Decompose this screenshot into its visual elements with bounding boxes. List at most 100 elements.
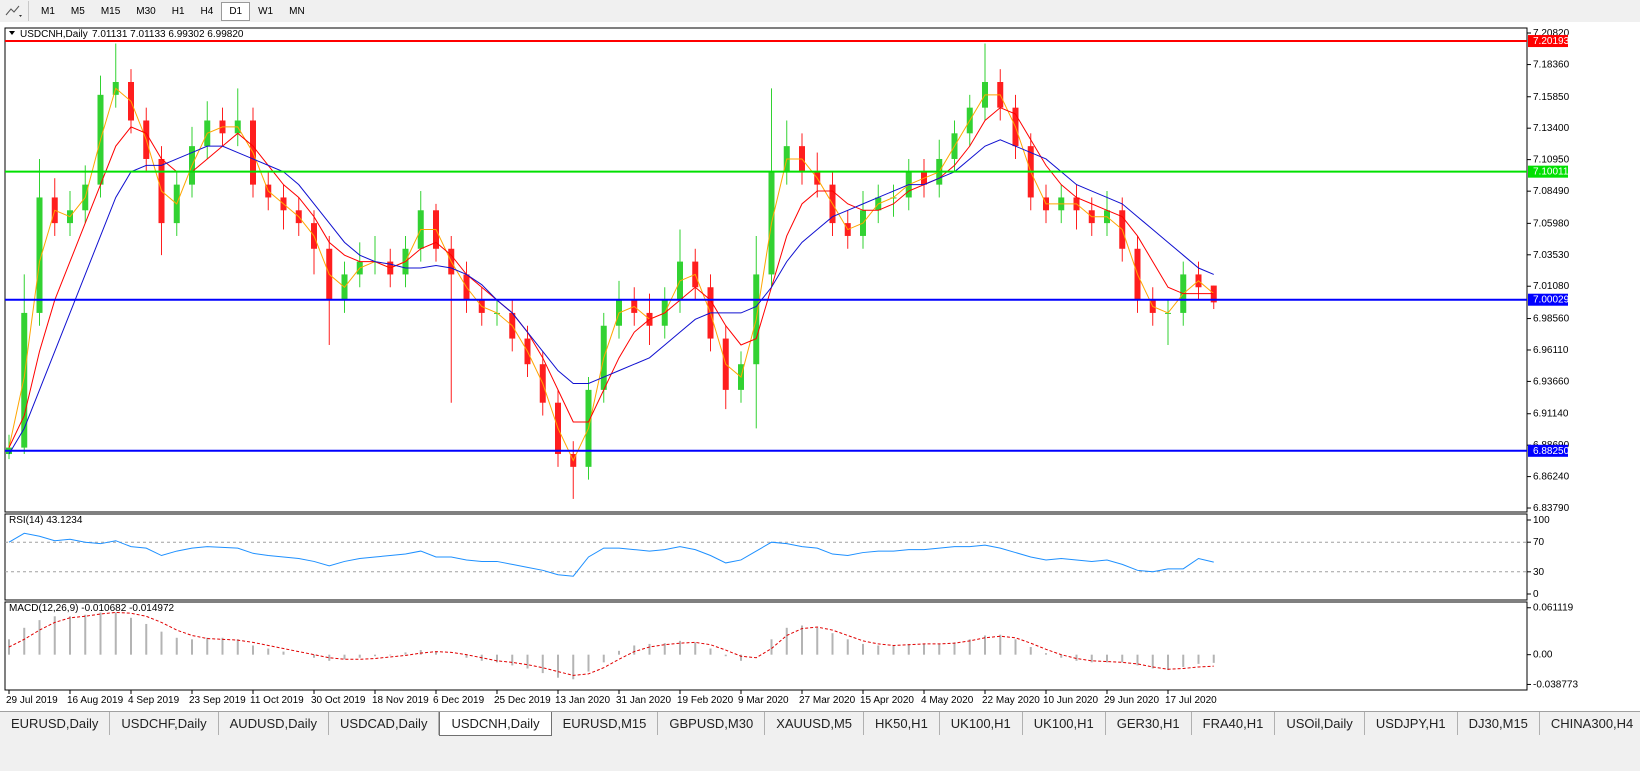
chart-title: USDCNH,Daily	[20, 29, 88, 40]
y-tick-label: -0.038773	[1533, 679, 1578, 690]
line-price-box	[1528, 444, 1568, 457]
macd-bar	[99, 612, 102, 655]
macd-bar	[1197, 654, 1200, 664]
price-header: 7.01131 7.01133 6.99302 6.99820	[92, 29, 244, 40]
macd-bar	[160, 631, 163, 655]
macd-bar	[953, 642, 956, 655]
macd-bar	[663, 643, 666, 655]
chart-tab[interactable]: USDJPY,H1	[1365, 712, 1458, 735]
toolbar-icon[interactable]	[2, 1, 29, 21]
chart-tab[interactable]: USDCNH,Daily	[439, 712, 552, 736]
line-price-box	[1528, 35, 1568, 48]
panel-frame	[4, 513, 1528, 601]
macd-bar	[694, 642, 697, 655]
macd-bar	[53, 616, 56, 655]
chart-tab[interactable]: EURUSD,M15	[552, 712, 659, 735]
macd-bar	[1045, 653, 1047, 655]
macd-bar	[435, 651, 437, 655]
chart-tab[interactable]: HK50,H1	[864, 712, 940, 735]
indicator-title: RSI(14) 43.1234	[9, 515, 83, 526]
icon-line	[5, 5, 20, 16]
y-tick-label: 30	[1533, 567, 1545, 578]
chart-tab[interactable]: USDCAD,Daily	[329, 712, 440, 735]
x-tick-label: 11 Oct 2019	[250, 695, 304, 706]
macd-bar	[541, 654, 544, 674]
macd-bar	[465, 654, 468, 658]
chart-tab[interactable]: USDCHF,Daily	[110, 712, 219, 735]
macd-bar	[770, 639, 773, 655]
macd-bar	[1136, 654, 1139, 666]
macd-bar	[84, 614, 87, 655]
macd-bar	[221, 637, 224, 655]
chart-tab[interactable]: AUDUSD,Daily	[219, 712, 330, 735]
x-tick-label: 6 Dec 2019	[433, 695, 485, 706]
chart-tab[interactable]: UK100,H1	[1023, 712, 1106, 735]
macd-bar	[938, 643, 941, 655]
macd-bar	[1151, 654, 1154, 669]
title-arrow	[9, 31, 15, 35]
macd-bar	[191, 639, 193, 655]
chart-tab[interactable]: FRA40,H1	[1192, 712, 1276, 735]
macd-bar	[846, 639, 849, 655]
macd-bar	[23, 627, 26, 655]
macd-bar	[511, 654, 514, 666]
timeframe-button[interactable]: W1	[258, 5, 274, 17]
y-tick-label: 6.83790	[1533, 503, 1570, 514]
chart-tab[interactable]: DJ30,M15	[1458, 712, 1540, 735]
y-tick-label: 70	[1533, 537, 1545, 548]
y-tick-label: 7.03530	[1533, 250, 1570, 261]
y-tick-label: 7.10950	[1533, 155, 1570, 166]
x-tick-label: 19 Feb 2020	[677, 695, 734, 706]
chart-tab[interactable]: EURUSD,Daily	[0, 712, 111, 735]
icon-arrow	[19, 15, 22, 17]
timeframe-button[interactable]: MN	[289, 5, 305, 17]
line-price-label: 6.88250	[1533, 446, 1570, 457]
y-tick-label: 7.01080	[1533, 281, 1570, 292]
macd-bar	[1167, 654, 1169, 671]
timeframe-button[interactable]: M15	[100, 5, 121, 17]
chart-tabs: EURUSD,Daily USDCHF,Daily AUDUSD,Daily USDC…	[0, 711, 1640, 736]
line-price-label: 7.00029	[1533, 295, 1570, 306]
macd-bar	[252, 645, 254, 655]
y-tick-label: 7.08490	[1533, 186, 1570, 197]
macd-bar	[496, 654, 498, 663]
macd-bar	[724, 654, 727, 657]
x-tick-label: 4 May 2020	[921, 695, 974, 706]
y-tick-label: 0.00	[1533, 650, 1553, 661]
chart-tab[interactable]: USOil,Daily	[1275, 712, 1365, 735]
macd-bar	[557, 654, 559, 678]
x-tick-label: 30 Oct 2019	[311, 695, 366, 706]
line-price-label: 7.20193	[1533, 36, 1570, 47]
macd-bar	[206, 637, 209, 655]
y-tick-label: 6.93660	[1533, 376, 1570, 387]
macd-bar	[175, 637, 178, 655]
macd-bar	[968, 639, 971, 655]
x-tick-label: 22 May 2020	[982, 695, 1040, 706]
macd-bar	[374, 654, 376, 657]
macd-bar	[38, 620, 41, 655]
timeframe-button[interactable]: D1	[221, 1, 251, 21]
macd-bar	[801, 625, 803, 655]
timeframe-button[interactable]: M1	[41, 5, 55, 17]
y-tick-label: 7.15850	[1533, 92, 1570, 103]
macd-bar	[267, 648, 270, 655]
chart-tab[interactable]: GBPUSD,M30	[658, 712, 766, 735]
y-tick-label: 7.05980	[1533, 218, 1570, 229]
timeframe-button[interactable]: M5	[70, 5, 85, 17]
macd-bar	[831, 633, 834, 655]
macd-bar	[602, 654, 605, 663]
macd-bar	[999, 634, 1002, 655]
timeframe-button[interactable]: H4	[200, 5, 214, 17]
timeframe-button[interactable]: M30	[136, 5, 156, 17]
macd-bar	[236, 639, 239, 655]
timeframe-button[interactable]: H1	[171, 5, 185, 17]
chart-tab[interactable]: UK100,H1	[940, 712, 1023, 735]
chart-tab[interactable]: CHINA300,H4	[1540, 712, 1640, 735]
chart-tab[interactable]: GER30,H1	[1106, 712, 1192, 735]
macd-bar	[679, 640, 681, 655]
y-tick-label: 7.13400	[1533, 123, 1570, 134]
macd-bar	[618, 650, 620, 655]
y-tick-label: 7.18360	[1533, 60, 1570, 71]
chart-tab[interactable]: XAUUSD,M5	[765, 712, 865, 735]
macd-bar	[633, 645, 636, 655]
